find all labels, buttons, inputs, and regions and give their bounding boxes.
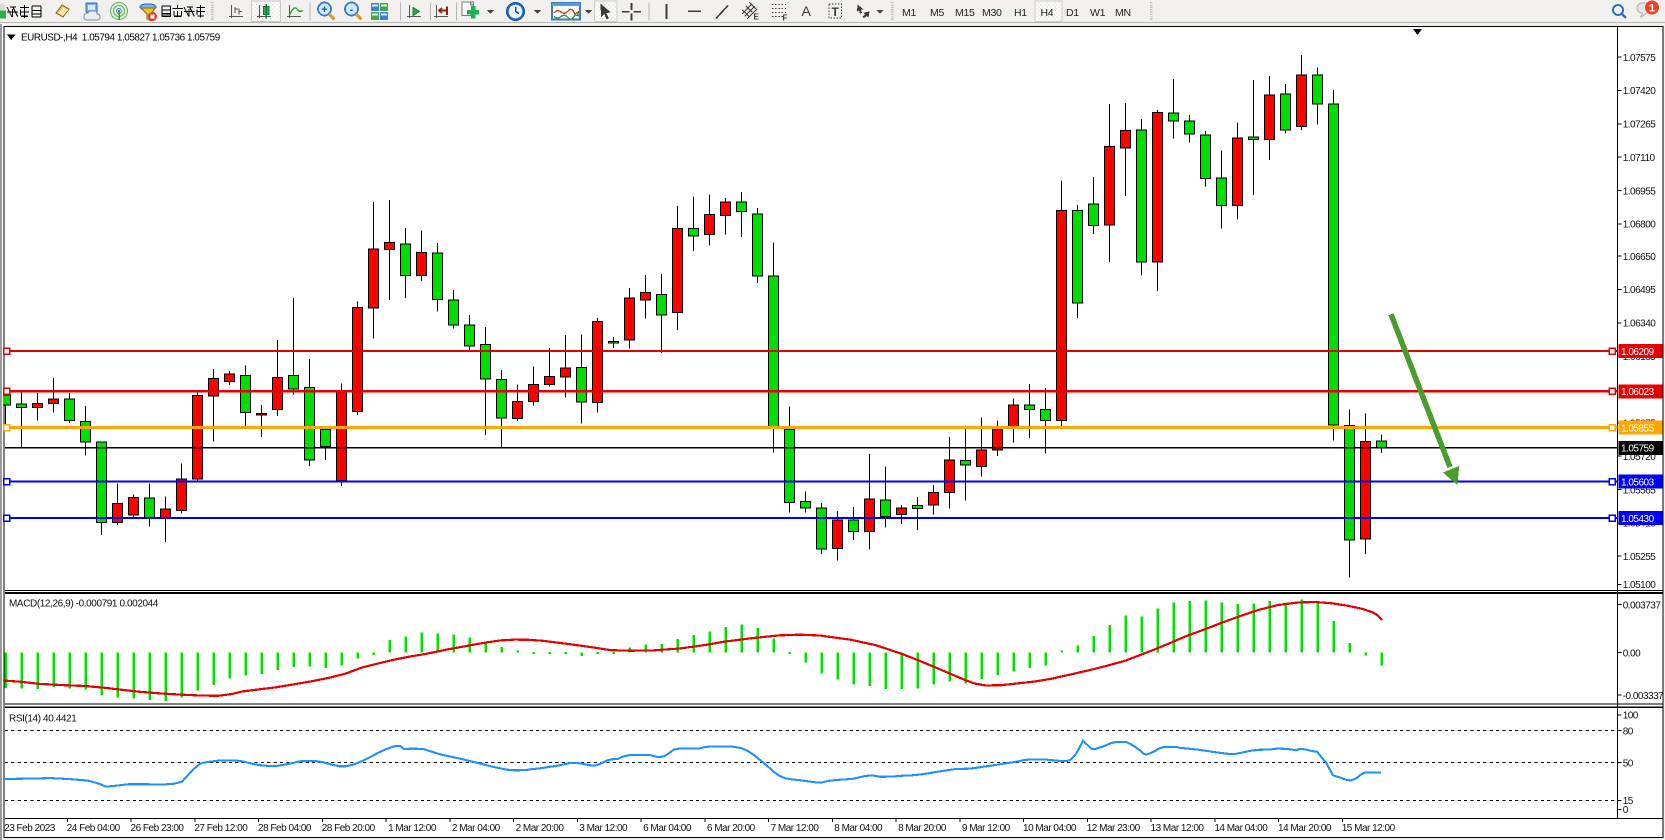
svg-text:100: 100 (1623, 711, 1639, 722)
svg-text:1.05603: 1.05603 (1621, 477, 1655, 488)
svg-text:1.06955: 1.06955 (1623, 186, 1657, 197)
svg-text:6 Mar 04:00: 6 Mar 04:00 (643, 823, 692, 834)
svg-text:14 Mar 20:00: 14 Mar 20:00 (1278, 823, 1332, 834)
svg-text:EURUSD-,H4 1.05794 1.05827 1.: EURUSD-,H4 1.05794 1.05827 1.05736 1.057… (21, 33, 221, 44)
svg-text:M1: M1 (902, 7, 916, 19)
svg-text:15: 15 (1623, 796, 1634, 807)
svg-text:0.00: 0.00 (1623, 649, 1641, 660)
svg-text:24 Feb 04:00: 24 Feb 04:00 (67, 823, 121, 834)
svg-text:2 Mar 04:00: 2 Mar 04:00 (452, 823, 501, 834)
svg-text:M30: M30 (982, 7, 1002, 19)
svg-text:W1: W1 (1090, 7, 1106, 19)
svg-text:MACD(12,26,9) -0.000791 0.0020: MACD(12,26,9) -0.000791 0.002044 (9, 599, 159, 610)
svg-text:0: 0 (1623, 805, 1629, 816)
svg-text:23 Feb 2023: 23 Feb 2023 (4, 823, 56, 834)
svg-text:M5: M5 (930, 7, 944, 19)
svg-text:12 Mar 23:00: 12 Mar 23:00 (1087, 823, 1141, 834)
svg-text:+: + (321, 4, 327, 16)
svg-text:1: 1 (1649, 3, 1655, 15)
svg-text:1.05759: 1.05759 (1621, 444, 1655, 455)
svg-text:1.06650: 1.06650 (1623, 252, 1657, 263)
svg-text:1.06023: 1.06023 (1621, 387, 1655, 398)
svg-text:-0.003337: -0.003337 (1623, 691, 1664, 702)
svg-text:1.07110: 1.07110 (1623, 153, 1656, 164)
svg-text:M15: M15 (955, 7, 975, 19)
svg-text:E: E (754, 13, 760, 22)
svg-text:1.06495: 1.06495 (1623, 285, 1657, 296)
svg-text:13 Mar 12:00: 13 Mar 12:00 (1151, 823, 1205, 834)
svg-text:MN: MN (1115, 7, 1131, 19)
svg-text:1 Mar 12:00: 1 Mar 12:00 (388, 823, 437, 834)
svg-text:1.06209: 1.06209 (1621, 347, 1655, 358)
svg-text:6 Mar 20:00: 6 Mar 20:00 (707, 823, 756, 834)
svg-text:1.05255: 1.05255 (1623, 552, 1657, 563)
svg-text:0.003737: 0.003737 (1623, 601, 1662, 612)
svg-text:F: F (783, 14, 788, 23)
svg-text:80: 80 (1623, 727, 1634, 738)
svg-text:2 Mar 20:00: 2 Mar 20:00 (516, 823, 565, 834)
svg-text:1.05855: 1.05855 (1621, 423, 1655, 434)
svg-text:28 Feb 04:00: 28 Feb 04:00 (258, 823, 312, 834)
svg-text:1.07575: 1.07575 (1623, 53, 1657, 64)
svg-text:7 Mar 12:00: 7 Mar 12:00 (771, 823, 820, 834)
svg-text:-: - (350, 4, 354, 16)
svg-text:8 Mar 04:00: 8 Mar 04:00 (834, 823, 883, 834)
svg-text:50: 50 (1623, 758, 1634, 769)
svg-text:H4: H4 (1041, 7, 1054, 19)
svg-text:3 Mar 12:00: 3 Mar 12:00 (579, 823, 628, 834)
svg-text:1.07420: 1.07420 (1623, 86, 1657, 97)
svg-text:27 Feb 12:00: 27 Feb 12:00 (194, 823, 248, 834)
svg-text:D1: D1 (1066, 7, 1079, 19)
svg-text:RSI(14) 40.4421: RSI(14) 40.4421 (9, 714, 77, 725)
svg-text:1.05430: 1.05430 (1621, 514, 1655, 525)
svg-text:1.06800: 1.06800 (1623, 220, 1657, 231)
svg-text:9 Mar 12:00: 9 Mar 12:00 (962, 823, 1011, 834)
svg-text:10 Mar 04:00: 10 Mar 04:00 (1023, 823, 1077, 834)
svg-text:H1: H1 (1014, 7, 1027, 19)
svg-text:1.05100: 1.05100 (1623, 580, 1657, 591)
svg-text:1.05565: 1.05565 (1623, 485, 1657, 496)
svg-text:14 Mar 04:00: 14 Mar 04:00 (1214, 823, 1268, 834)
svg-text:1.05720: 1.05720 (1623, 452, 1657, 463)
svg-text:28 Feb 20:00: 28 Feb 20:00 (322, 823, 376, 834)
svg-text:8 Mar 20:00: 8 Mar 20:00 (898, 823, 947, 834)
svg-text:A: A (802, 3, 812, 19)
svg-text:T: T (832, 5, 840, 19)
svg-text:1.06340: 1.06340 (1623, 319, 1657, 330)
svg-text:1.07265: 1.07265 (1623, 120, 1657, 131)
svg-text:15 Mar 12:00: 15 Mar 12:00 (1342, 823, 1396, 834)
svg-text:26 Feb 23:00: 26 Feb 23:00 (131, 823, 185, 834)
